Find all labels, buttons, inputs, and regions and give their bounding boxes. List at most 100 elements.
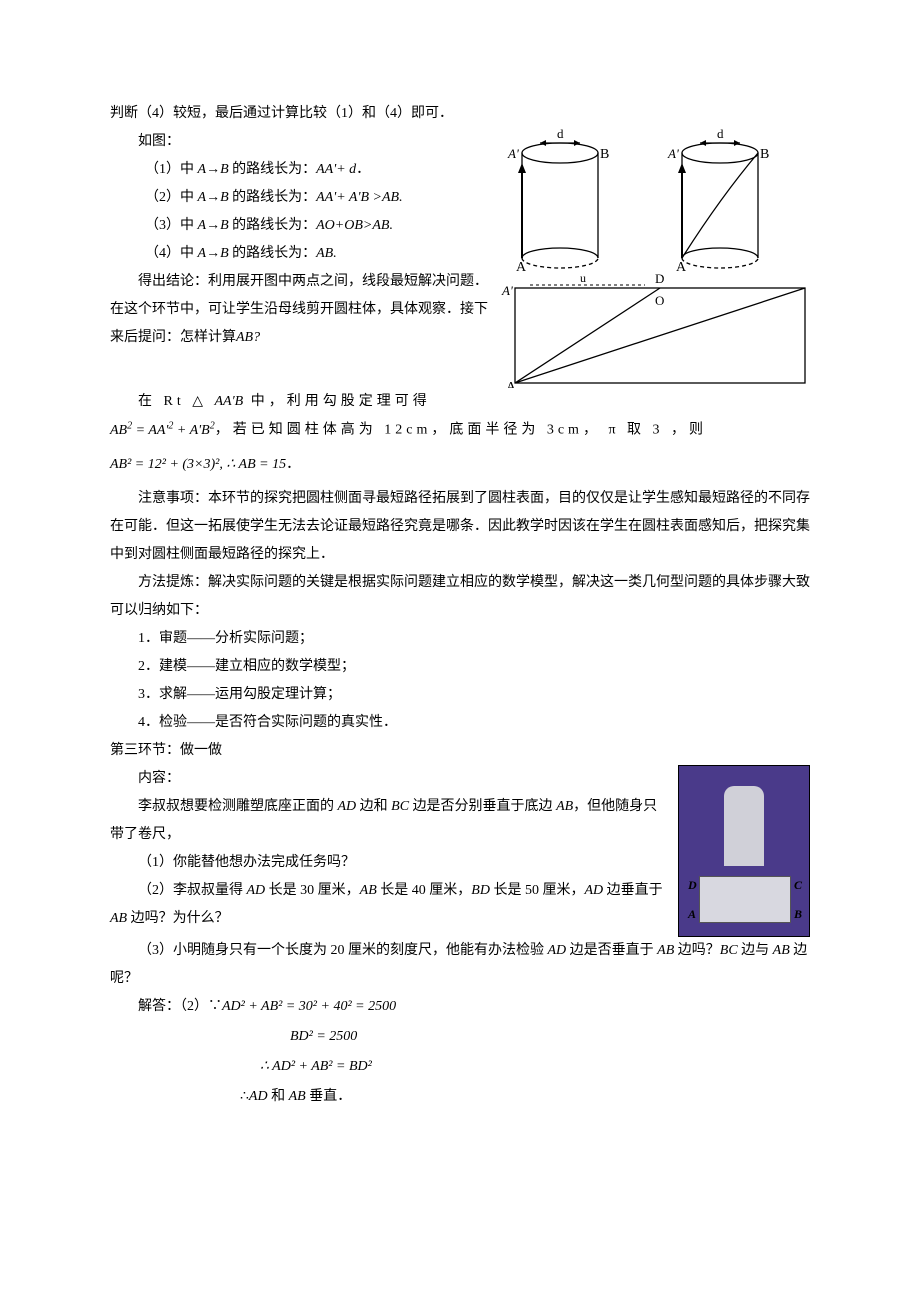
equation-1: AB2 = AA'2 + A'B2，若已知圆柱体高为 12cm，底面半径为 3c… (110, 416, 810, 445)
text: BC (720, 943, 738, 958)
equation-2: AB² = 12² + (3×3)², ∴ AB = 15． (110, 451, 810, 479)
svg-text:A': A' (507, 146, 519, 161)
eq: AB² = 12² + (3×3)², ∴ AB = 15 (110, 457, 286, 472)
text: ∴ (240, 1089, 249, 1104)
text: A (198, 246, 207, 261)
svg-text:A: A (676, 260, 687, 275)
text: AO+OB>AB. (316, 218, 393, 233)
text: （2）中 (145, 190, 198, 205)
text: BD (471, 883, 490, 898)
step-1: 1．审题——分析实际问题； (110, 625, 810, 653)
answer-line-2: BD² = 2500 (110, 1023, 810, 1051)
text: AA'+ A'B >AB. (316, 190, 402, 205)
label-d: D (688, 873, 697, 897)
svg-text:A: A (516, 260, 527, 275)
text: AB? (236, 330, 260, 345)
text: AA'+ d (316, 162, 356, 177)
paragraph-1: 判断（4）较短，最后通过计算比较（1）和（4）即可． (110, 100, 810, 128)
text: AD (584, 883, 603, 898)
text: 边与 (738, 943, 773, 958)
text: B (220, 162, 229, 177)
text: AD (247, 883, 266, 898)
text: ． (356, 162, 370, 177)
text: （3）中 (145, 218, 198, 233)
text: 长是 40 厘米， (377, 883, 472, 898)
text: AB. (316, 246, 337, 261)
svg-text:u: u (580, 271, 586, 285)
section-3-heading: 第三环节：做一做 (110, 737, 810, 765)
text: AB (360, 883, 377, 898)
text: AB (657, 943, 674, 958)
svg-text:A: A (506, 380, 517, 388)
text: ，若已知圆柱体高为 12cm，底面半径为 3cm， π 取 3 ，则 (215, 423, 707, 438)
text: 边吗？ (674, 943, 720, 958)
label-b: B (794, 902, 802, 926)
text: 的路线长为： (229, 218, 317, 233)
text: 得出结论：利用展开图中两点之间，线段最短解决问题．在这个环节中，可让学生沿母线剪… (110, 274, 488, 345)
svg-text:B: B (760, 147, 769, 162)
text: A (198, 218, 207, 233)
text: 边是否分别垂直于底边 (409, 799, 556, 814)
text: （3）小明随身只有一个长度为 20 厘米的刻度尺，他能有办法检验 (138, 943, 548, 958)
svg-text:d: d (557, 128, 564, 141)
step-3: 3．求解——运用勾股定理计算； (110, 681, 810, 709)
text: AD (548, 943, 567, 958)
svg-text:B: B (600, 147, 609, 162)
text: A (198, 190, 207, 205)
svg-text:A': A' (501, 283, 513, 298)
text: 在 Rt △ (138, 394, 215, 409)
step-2: 2．建模——建立相应的数学模型； (110, 653, 810, 681)
text: A (198, 162, 207, 177)
text: ． (286, 457, 300, 472)
eq: AB2 = AA'2 + A'B2 (110, 423, 215, 438)
label-a: A (688, 902, 696, 926)
answer-line-1: 解答：（2）∵AD² + AB² = 30² + 40² = 2500 (110, 993, 810, 1021)
label-c: C (794, 873, 802, 897)
text: 边垂直于 (603, 883, 663, 898)
text: （1）中 (145, 162, 198, 177)
text: 的路线长为： (229, 190, 317, 205)
svg-text:A': A' (667, 146, 679, 161)
text: 和 (268, 1089, 289, 1104)
text: AB (289, 1089, 306, 1104)
text: （2）李叔叔量得 (138, 883, 247, 898)
text: 长是 30 厘米， (265, 883, 360, 898)
eq: BD² = 2500 (290, 1029, 357, 1044)
text: B (220, 190, 229, 205)
text: 中，利用勾股定理可得 (243, 394, 431, 409)
paragraph-rt: 在 Rt △ AA′B 中，利用勾股定理可得 (110, 388, 810, 416)
text: BC (391, 799, 409, 814)
text: AB (110, 911, 127, 926)
text: AB (556, 799, 573, 814)
text: 解答：（2）∵ (138, 999, 222, 1014)
text: 的路线长为： (229, 246, 317, 261)
text: B (220, 218, 229, 233)
text: 边和 (356, 799, 391, 814)
text: AD (338, 799, 357, 814)
eq: AD² + AB² = 30² + 40² = 2500 (222, 999, 396, 1014)
text: 边是否垂直于 (566, 943, 657, 958)
statue-base: D C A B (699, 876, 791, 923)
text: 李叔叔想要检测雕塑底座正面的 (138, 799, 338, 814)
text: 垂直． (306, 1089, 352, 1104)
note-paragraph: 注意事项：本环节的探究把圆柱侧面寻最短路径拓展到了圆柱表面，目的仅仅是让学生感知… (110, 485, 810, 569)
svg-text:d: d (717, 128, 724, 141)
step-4: 4．检验——是否符合实际问题的真实性． (110, 709, 810, 737)
page-root: 判断（4）较短，最后通过计算比较（1）和（4）即可． d A' B A (0, 0, 920, 1173)
text: B (220, 246, 229, 261)
text: AB (773, 943, 790, 958)
text: 边吗？为什么？ (127, 911, 229, 926)
text: （4）中 (145, 246, 198, 261)
text: 长是 50 厘米， (490, 883, 585, 898)
question-3: （3）小明随身只有一个长度为 20 厘米的刻度尺，他能有办法检验 AD 边是否垂… (110, 937, 810, 993)
answer-line-4: ∴AD 和 AB 垂直． (110, 1083, 810, 1111)
text: AA′B (215, 394, 244, 409)
svg-text:O: O (655, 293, 664, 308)
eq: ∴ AD² + AB² = BD² (260, 1059, 372, 1074)
statue-body (724, 786, 764, 866)
method-paragraph: 方法提炼：解决实际问题的关键是根据实际问题建立相应的数学模型，解决这一类几何型问… (110, 569, 810, 625)
cylinder-diagram: d A' B A d A' (500, 128, 810, 388)
cylinder-svg: d A' B A d A' (500, 128, 810, 388)
text: AD (249, 1089, 268, 1104)
statue-figure: D C A B (678, 765, 810, 937)
